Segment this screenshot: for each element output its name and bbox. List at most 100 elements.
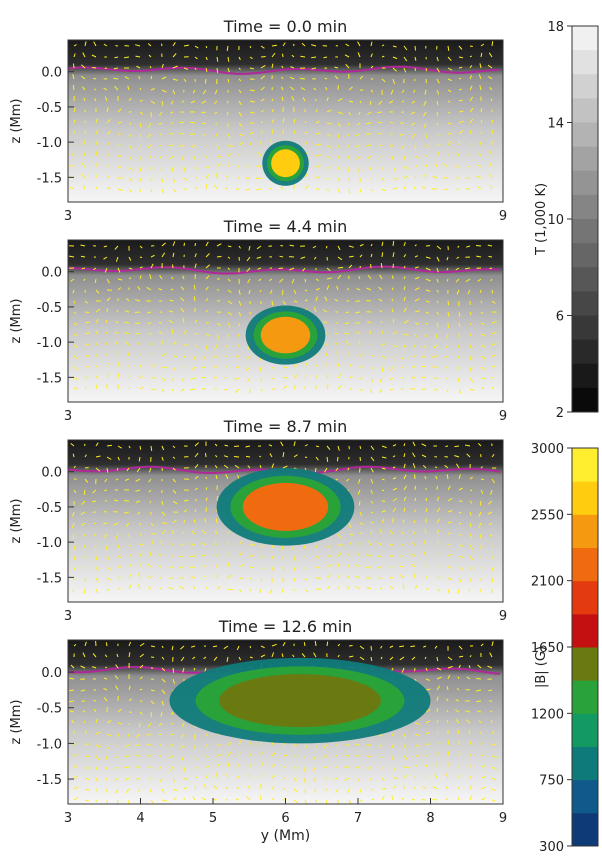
velocity-arrow [249,45,252,49]
velocity-arrow [238,289,241,295]
velocity-arrow [95,289,100,294]
velocity-arrow [348,376,353,379]
velocity-arrow [106,577,112,581]
velocity-arrow [205,253,210,258]
velocity-arrow [425,508,428,513]
velocity-arrow [414,244,417,247]
y-tick-label: 0.0 [41,266,62,281]
velocity-arrow [403,175,409,179]
velocity-arrow [117,278,123,281]
velocity-arrow [84,321,90,324]
velocity-arrow [238,551,243,557]
velocity-arrow [106,153,110,157]
velocity-arrow [172,388,174,392]
velocity-arrow [260,388,264,392]
velocity-arrow [95,118,98,124]
velocity-arrow [168,586,174,590]
velocity-arrow [93,522,97,525]
velocity-arrow [117,188,123,192]
velocity-arrow [336,285,339,291]
velocity-arrow [457,588,460,594]
velocity-arrow [381,787,387,790]
velocity-arrow [95,151,98,157]
velocity-arrow [271,652,275,658]
velocity-arrow [344,777,350,781]
velocity-arrow [260,751,263,757]
velocity-arrow [150,254,155,258]
velocity-arrow [467,289,471,295]
velocity-arrow [458,645,463,650]
velocity-arrow [479,588,482,593]
velocity-arrow [149,500,152,504]
velocity-arrow [215,474,218,480]
velocity-arrow [271,366,274,370]
velocity-arrow [356,287,361,291]
velocity-arrow [92,489,97,494]
velocity-arrow [82,533,86,538]
velocity-arrow [148,489,152,493]
velocity-arrow [412,463,416,469]
velocity-arrow [348,255,354,258]
velocity-arrow [489,533,493,537]
velocity-arrow [95,799,98,803]
velocity-arrow [433,344,438,349]
velocity-arrow [161,76,167,80]
velocity-arrow [324,777,328,780]
velocity-arrow [292,654,295,658]
velocity-arrow [282,452,285,458]
velocity-arrow [425,688,431,691]
velocity-arrow [293,755,296,758]
velocity-arrow [312,766,317,771]
velocity-arrow [238,67,241,71]
velocity-arrow [139,87,142,91]
velocity-arrow [260,131,263,135]
velocity-arrow [293,454,298,458]
velocity-arrow [148,467,152,473]
velocity-arrow [260,98,265,102]
velocity-arrow [168,310,174,313]
velocity-arrow [183,166,186,172]
velocity-arrow [315,132,321,135]
velocity-arrow [315,288,320,291]
velocity-arrow [465,278,471,283]
velocity-arrow [469,107,474,113]
velocity-arrow [135,44,141,47]
velocity-arrow [491,354,496,357]
velocity-arrow [348,533,354,536]
velocity-arrow [280,86,284,91]
velocity-arrow [234,464,240,469]
velocity-arrow [337,552,342,557]
velocity-arrow [381,366,384,372]
velocity-arrow [194,263,197,269]
velocity-arrow [260,773,263,779]
velocity-arrow [234,366,240,369]
velocity-arrow [81,173,86,179]
velocity-arrow [392,766,397,771]
photosphere-line [67,65,501,75]
velocity-arrow [212,355,218,359]
velocity-arrow [182,318,185,324]
velocity-arrow [139,386,144,390]
velocity-arrow [238,300,242,306]
velocity-arrow [479,63,482,69]
velocity-arrow [205,497,208,502]
velocity-arrow [370,65,374,69]
velocity-arrow [202,565,207,568]
velocity-arrow [304,577,308,581]
velocity-arrow [159,144,163,147]
velocity-arrow [170,100,174,105]
velocity-arrow [425,754,429,757]
velocity-arrow [447,67,453,71]
velocity-arrow [128,564,132,568]
velocity-arrow [128,256,132,261]
x-tick-label: 3 [64,409,72,424]
velocity-arrow [191,530,196,535]
velocity-arrow [422,786,427,790]
velocity-arrow [201,122,207,125]
velocity-arrow [82,52,86,58]
velocity-arrow [128,188,133,193]
velocity-arrow [138,573,141,579]
velocity-arrow [355,754,361,757]
velocity-arrow [113,77,119,80]
velocity-arrow [347,133,350,137]
